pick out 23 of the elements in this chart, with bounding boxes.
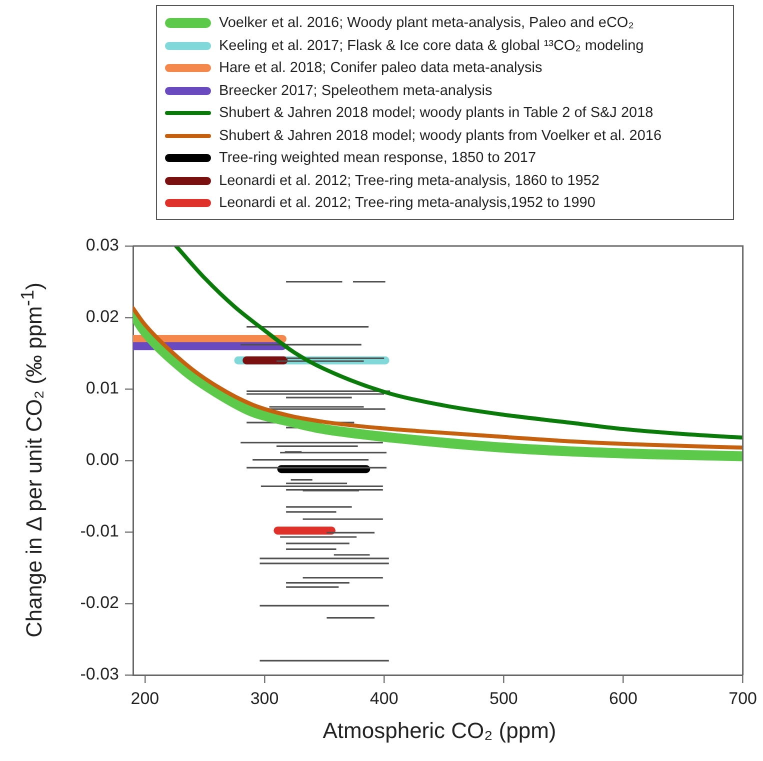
y-tick-label: 0.00: [86, 450, 119, 470]
legend-label: Voelker et al. 2016; Woody plant meta-analysis, Paleo and eCO₂: [219, 15, 634, 32]
y-tick-label: 0.03: [86, 236, 119, 255]
legend-label: Leonardi et al. 2012; Tree-ring meta-analysis, 1860 to 1952: [219, 172, 600, 189]
x-tick-label: 400: [370, 688, 398, 708]
x-axis-title: Atmospheric CO₂ (ppm): [322, 718, 558, 744]
x-tick-label: 300: [250, 688, 279, 708]
y-tick-label: 0.02: [86, 307, 119, 326]
x-tick-label: 500: [489, 688, 518, 708]
y-tick-label: 0.01: [86, 378, 119, 398]
legend-label: Shubert & Jahren 2018 model; woody plants in Table 2 of S&J 2018: [219, 105, 654, 122]
x-tick-label: 200: [130, 688, 160, 708]
legend-label: Hare et al. 2018; Conifer paleo data meta-analysis: [219, 60, 542, 76]
y-tick-label: -0.03: [80, 664, 119, 684]
legend-label: Shubert & Jahren 2018 model; woody plants from Voelker et al. 2016: [219, 128, 662, 144]
legend-label: Leonardi et al. 2012; Tree-ring meta-analysis,1952 to 1990: [219, 195, 596, 212]
y-tick-label: -0.02: [80, 593, 119, 612]
legend-label: Keeling et al. 2017; Flask & Ice core data & global ¹³CO₂ modeling: [219, 38, 644, 54]
x-tick-label: 700: [728, 688, 758, 708]
x-tick-label: 600: [609, 688, 638, 708]
y-tick-label: -0.01: [80, 522, 119, 541]
legend-label: Tree-ring weighted mean response, 1850 to 2017: [219, 150, 536, 166]
legend-label: Breecker 2017; Speleothem meta-analysis: [219, 82, 492, 99]
